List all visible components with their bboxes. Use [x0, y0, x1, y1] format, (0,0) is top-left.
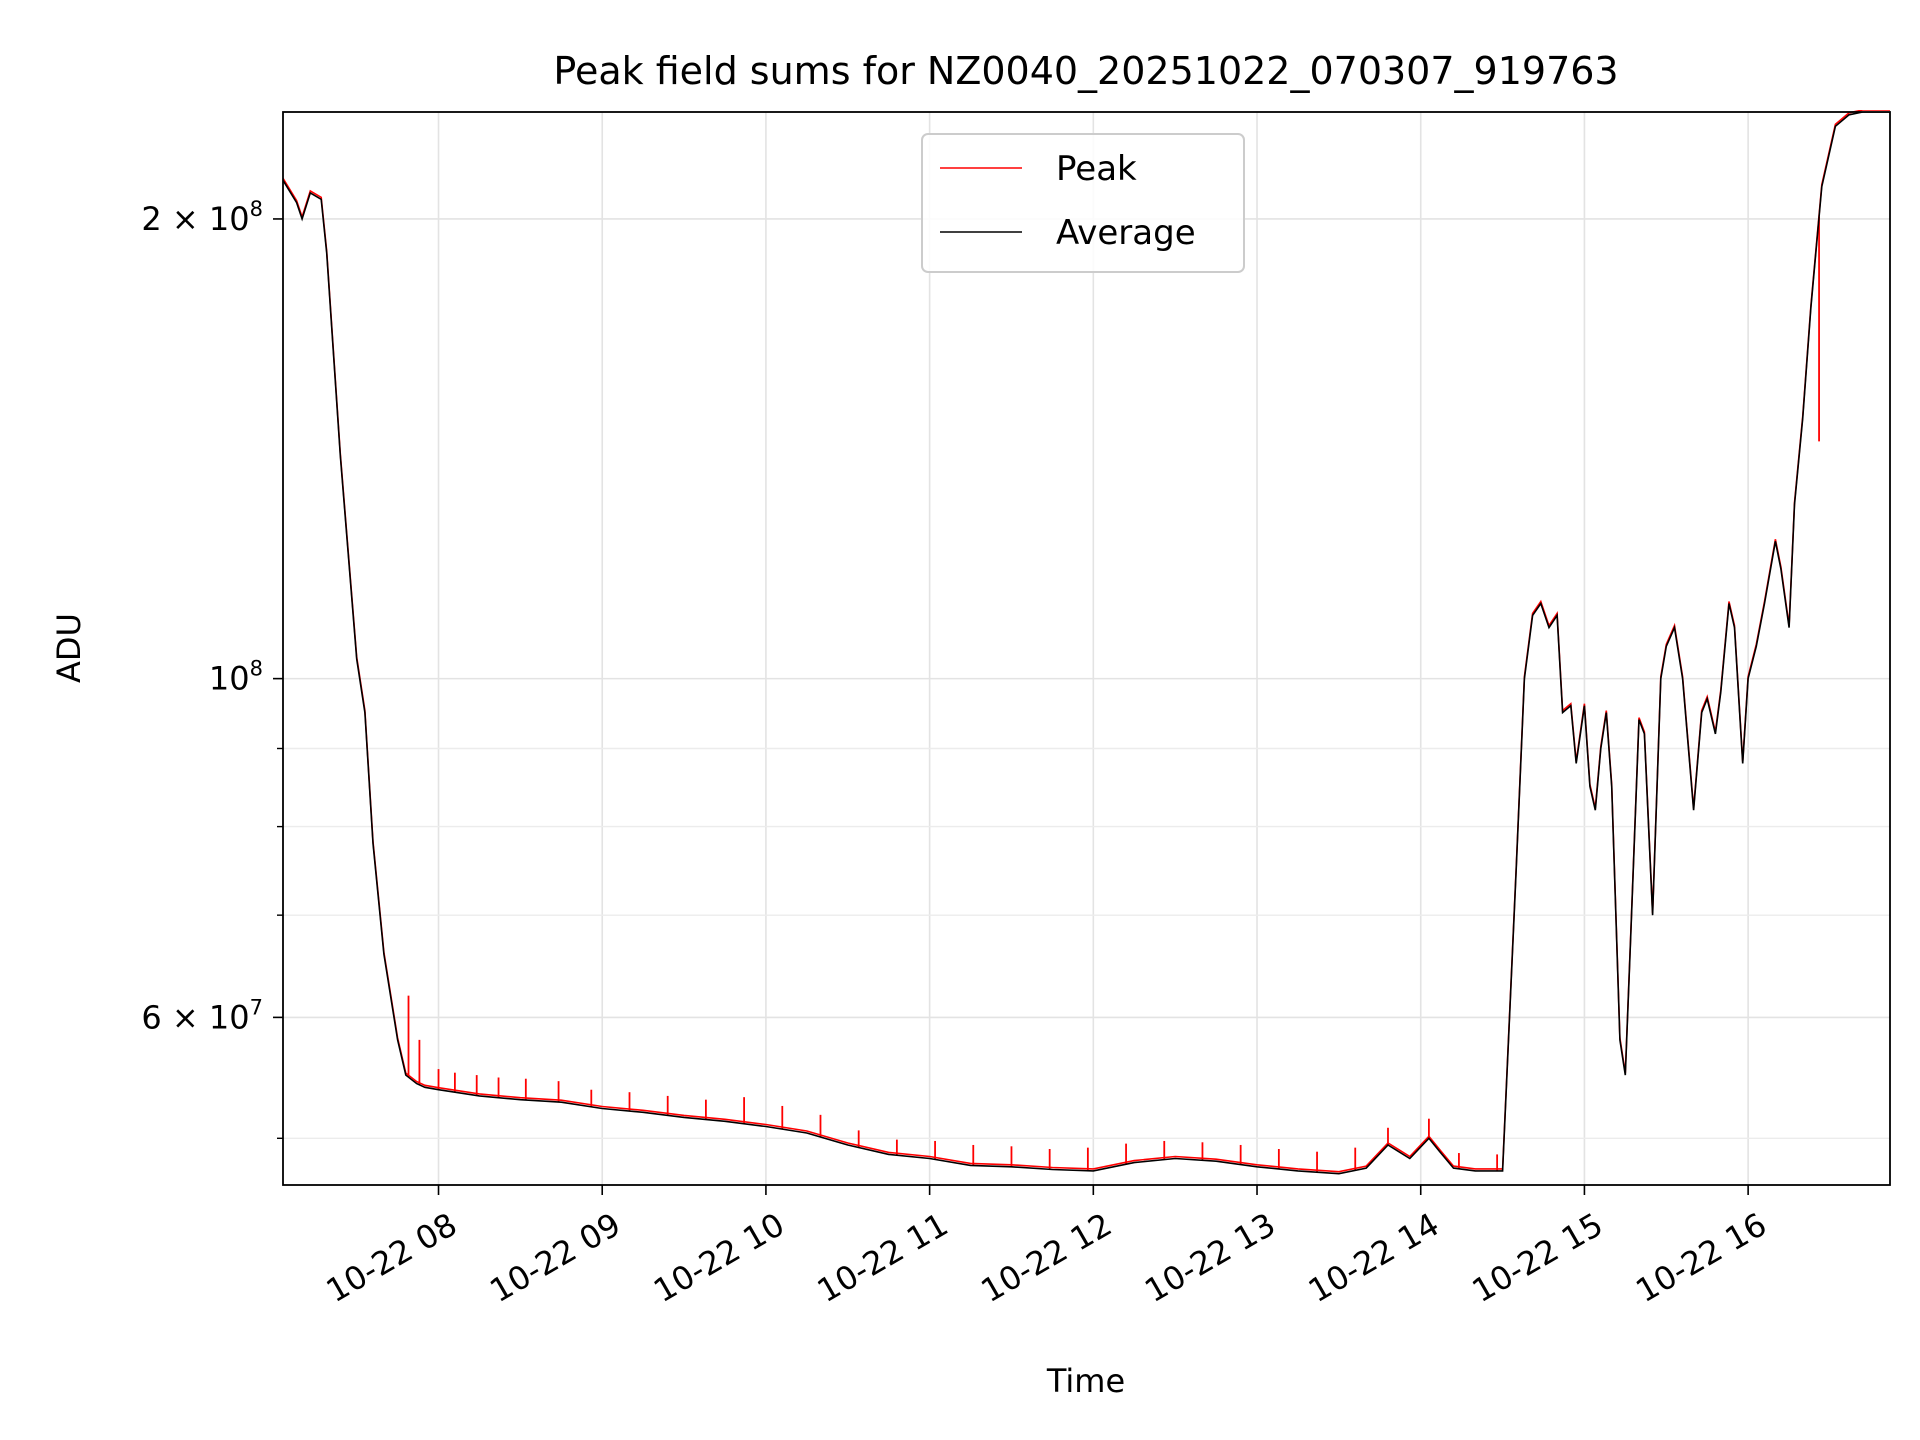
legend: Peak Average: [921, 133, 1245, 273]
average-series-line: [283, 112, 1890, 1175]
chart-title: Peak field sums for NZ0040_20251022_0703…: [553, 49, 1618, 93]
legend-peak-label: Peak: [1056, 149, 1137, 189]
y-tick-label: 108: [209, 657, 263, 698]
y-tick-label: 6 × 107: [141, 995, 263, 1036]
plot-frame: [282, 111, 1891, 1186]
x-axis-label: Time: [1046, 1362, 1125, 1400]
y-axis-label: ADU: [50, 613, 88, 683]
y-tick-label: 2 × 108: [141, 197, 263, 238]
series-layer: [283, 110, 1890, 1175]
legend-average-label: Average: [1056, 213, 1196, 253]
